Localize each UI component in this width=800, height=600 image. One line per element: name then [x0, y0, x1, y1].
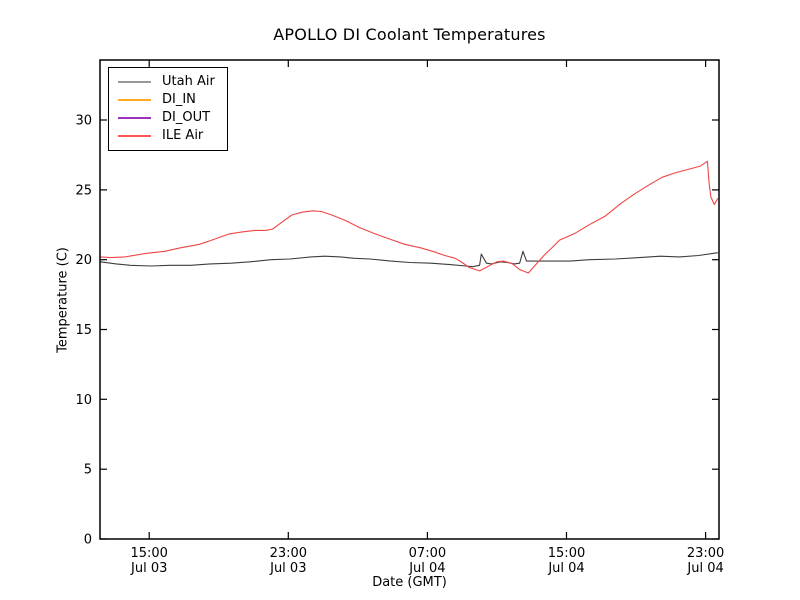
x-tick-label-time: 23:00: [687, 546, 724, 561]
legend-box: Utah Air DI_IN DI_OUT ILE Air: [108, 67, 228, 151]
x-tick-label-time: 15:00: [130, 546, 167, 561]
legend-item-ile-air: ILE Air: [118, 127, 215, 145]
x-tick-label-date: Jul 03: [130, 561, 167, 576]
series-line-ile-air: [100, 160, 719, 274]
legend-label: DI_OUT: [162, 110, 211, 125]
legend-item-utah-air: Utah Air: [118, 73, 215, 91]
x-tick-label-time: 15:00: [548, 546, 585, 561]
x-axis-label: Date (GMT): [372, 575, 447, 590]
y-axis-label: Temperature (C): [55, 247, 71, 353]
chart-title: APOLLO DI Coolant Temperatures: [273, 25, 546, 44]
x-tick-label-date: Jul 03: [269, 561, 306, 576]
x-tick-label-time: 23:00: [270, 546, 307, 561]
series-line-utah-air: [100, 250, 718, 268]
y-tick-label: 20: [75, 253, 92, 268]
legend-label: Utah Air: [162, 74, 215, 89]
y-tick-label: 10: [75, 393, 92, 408]
y-tick-label: 15: [75, 323, 92, 338]
legend-line-swatch: [118, 135, 151, 137]
y-tick-label: 5: [84, 463, 92, 478]
plot-border: [99, 59, 720, 540]
legend-item-di-in: DI_IN: [118, 91, 215, 109]
x-tick-label-date: Jul 04: [408, 561, 445, 576]
legend-line-swatch: [118, 117, 151, 119]
legend-line-swatch: [118, 81, 151, 83]
y-tick-label: 0: [84, 533, 92, 548]
y-tick-label: 30: [75, 114, 92, 129]
x-tick-label-date: Jul 04: [686, 561, 723, 576]
x-tick-label-time: 07:00: [409, 546, 446, 561]
legend-line-swatch: [118, 99, 151, 101]
y-tick-label: 25: [75, 183, 92, 198]
legend-item-di-out: DI_OUT: [118, 109, 215, 127]
x-tick-label-date: Jul 04: [547, 561, 584, 576]
legend-label: ILE Air: [162, 128, 204, 143]
legend-label: DI_IN: [162, 92, 196, 107]
